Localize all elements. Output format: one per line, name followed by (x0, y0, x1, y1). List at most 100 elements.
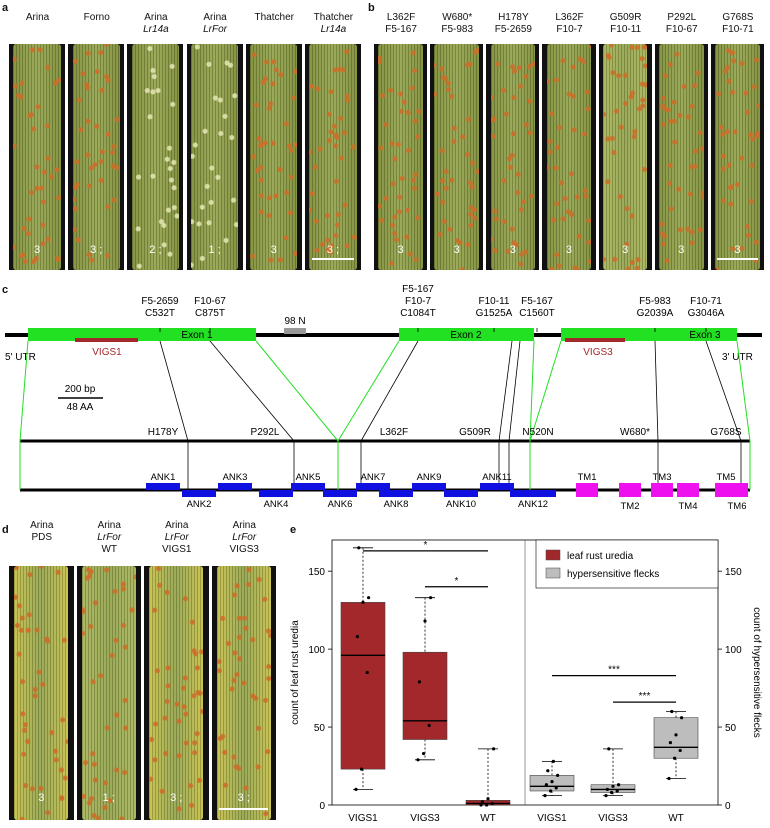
ank-domain-label: ANK4 (264, 499, 289, 510)
vigs3-label: VIGS3 (583, 347, 613, 358)
legend-swatch (545, 567, 561, 579)
leaf-label-line: Arina (25, 12, 50, 23)
ank-domain-label: ANK10 (446, 499, 476, 510)
data-point (361, 600, 365, 604)
leaf-label-line: LrFor (164, 532, 189, 543)
tm-domain-label: TM6 (728, 501, 747, 512)
ank-domain-box (182, 490, 216, 497)
data-point (416, 758, 420, 762)
leaf-label: P292L F10-67 (654, 12, 710, 36)
box-hypersensitive-flecks-VIGS3 (590, 747, 636, 798)
exon-2-box (399, 328, 534, 341)
significance-label: * (424, 540, 428, 551)
leaf-image: 3 (710, 44, 764, 270)
data-point (423, 619, 427, 623)
mutation-label-line: F5-983 (639, 296, 671, 307)
data-point (670, 709, 674, 714)
legend-frame (535, 539, 719, 589)
data-point (480, 800, 484, 804)
boxplot-chart: 0 0 50 50 100 100 150 150 count of leaf rust ure… (290, 539, 762, 824)
leaf-label-line: Arina (232, 520, 256, 531)
mutation-label-line: C1084T (400, 308, 436, 319)
infection-score: 3 ; (237, 792, 250, 804)
leaf-label-line: Forno (83, 12, 110, 23)
ank-domain-label: ANK3 (223, 472, 248, 483)
leaf-label: G768S F10-71 (710, 12, 766, 36)
leaf-image: 2 ; (127, 44, 184, 270)
data-point (673, 756, 677, 760)
leaf-label-line: F10-7 (556, 24, 583, 35)
map-line (255, 340, 339, 442)
leaf-blade (190, 44, 239, 270)
utr3-label: 3' UTR (722, 352, 753, 363)
panel-d-letter: d (2, 524, 9, 536)
ank-domain-box (323, 490, 357, 497)
vigs3-fragment (565, 338, 625, 342)
leaf-label-line: F5-983 (441, 24, 474, 35)
tm-domain-label: TM3 (653, 472, 672, 483)
infection-score: 3 (509, 244, 516, 256)
leaf-label-line: WT (101, 544, 118, 555)
ank-domain-label: ANK12 (518, 499, 548, 510)
legend-label: hypersensitive flecks (567, 569, 659, 580)
data-point (367, 596, 371, 600)
leaf-image: 3 (486, 44, 540, 270)
data-point (674, 733, 678, 737)
data-point (417, 680, 421, 684)
leaf-label-line: VIGS3 (229, 544, 259, 555)
leaf-label-line: Arina (165, 520, 189, 531)
vigs1-label: VIGS1 (92, 347, 122, 358)
tm-domain-box (619, 483, 641, 497)
leaf-image: 3 (430, 44, 484, 270)
gap-98n-box (284, 328, 306, 334)
leaf-label: Arina LrFor WT (76, 520, 144, 556)
infection-score: 3 (38, 792, 45, 804)
x-tick-label: WT (480, 813, 496, 824)
leaf-label-line: LrFor (203, 24, 228, 35)
leaf-blade (546, 44, 592, 270)
tm-domain-box (651, 483, 673, 497)
leaf-label: L362F F5-167 (373, 12, 429, 36)
leaf-label-line: Thatcher (254, 12, 294, 23)
scale-bar (717, 258, 758, 260)
data-point (611, 784, 615, 788)
infection-score: 2 ; (149, 244, 162, 256)
y-tick-label: 100 (308, 645, 325, 656)
panel-d: Arina PDS 3 Arina LrFor WT 1 ; Arina LrFor VIGS1 3… (8, 520, 278, 820)
scale-aa-label: 48 AA (67, 402, 94, 413)
data-point (615, 789, 619, 793)
significance-label: *** (639, 691, 651, 702)
mutation-label-line: F5-2659 (141, 296, 179, 307)
x-tick-label: WT (668, 813, 684, 824)
data-point (543, 794, 547, 798)
data-point (549, 789, 553, 793)
y-tick-label: 150 (308, 567, 325, 578)
map-line (529, 340, 535, 442)
leaf-blade (72, 44, 120, 270)
data-point (617, 783, 621, 787)
leaf-image: 1 ; (76, 566, 141, 820)
mutation-label-line: F10-67 (194, 296, 226, 307)
leaf-label-line: L362F (386, 12, 416, 23)
ank-domain-box (356, 483, 390, 490)
leaf-blade (149, 566, 204, 820)
panel-c-letter: c (2, 284, 9, 296)
leaf-blade (81, 566, 136, 820)
leaf-label-line: F5-167 (385, 24, 417, 35)
ank-domain-label: ANK9 (417, 472, 442, 483)
data-point (678, 748, 682, 753)
panel-b-letter: b (368, 2, 375, 14)
data-point (479, 803, 483, 807)
tm-domain-label: TM4 (679, 501, 698, 512)
tm-domain-box (576, 483, 598, 497)
infection-score: 3 ; (326, 244, 340, 256)
gap-98n-label: 98 N (284, 316, 305, 327)
data-point (680, 716, 684, 720)
data-point (427, 723, 431, 728)
data-point (422, 751, 426, 756)
infection-score: 3 ; (170, 792, 183, 804)
leaf-image: 3 ; (144, 566, 209, 820)
